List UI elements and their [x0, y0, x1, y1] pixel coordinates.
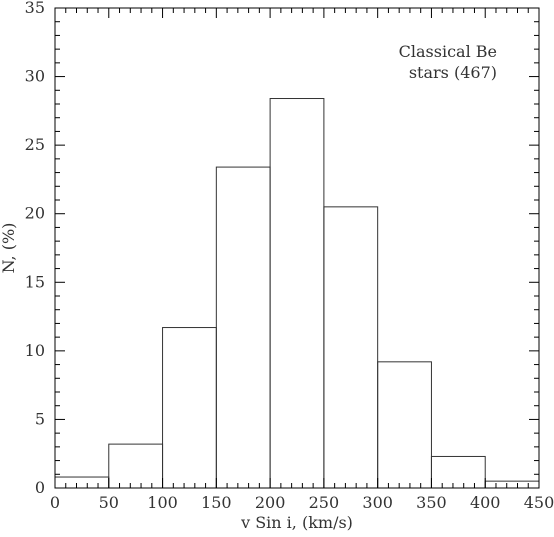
histogram-bar — [484, 480, 540, 489]
bars-group — [54, 98, 540, 489]
x-tick-label: 300 — [362, 493, 393, 512]
annotation-line-1: Classical Be — [399, 42, 497, 61]
y-tick-label: 5 — [35, 409, 45, 428]
x-axis-title: v Sin i, (km/s) — [240, 513, 353, 532]
x-tick-label: 250 — [309, 493, 340, 512]
histogram-bar — [430, 455, 486, 489]
y-tick-label: 30 — [25, 67, 45, 86]
histogram-bar — [377, 361, 432, 489]
tick-labels-group: 0 50 100 150 200 250 300 350 400 450 0 5 10 15 20 25 30 3… — [25, 0, 554, 512]
histogram-bar — [162, 327, 217, 489]
y-tick-label: 10 — [25, 341, 45, 360]
y-tick-label: 35 — [25, 0, 45, 17]
x-tick-label: 400 — [470, 493, 501, 512]
histogram-bar — [215, 166, 271, 489]
x-tick-label: 50 — [99, 493, 119, 512]
histogram-bar — [269, 98, 325, 489]
x-tick-label: 350 — [416, 493, 447, 512]
plot-frame — [54, 7, 540, 489]
ticks-group — [54, 7, 540, 489]
x-tick-label: 450 — [524, 493, 554, 512]
x-tick-label: 150 — [201, 493, 232, 512]
x-tick-label: 100 — [147, 493, 178, 512]
histogram-bar — [323, 206, 379, 489]
y-tick-label: 20 — [25, 204, 45, 223]
x-tick-label: 0 — [50, 493, 60, 512]
y-axis-title: N, (%) — [0, 223, 18, 274]
histogram-bar — [54, 476, 110, 489]
histogram-bar — [108, 443, 164, 489]
y-tick-label: 0 — [35, 478, 45, 497]
x-tick-label: 200 — [255, 493, 286, 512]
y-tick-label: 15 — [25, 272, 45, 291]
annotation-line-2: stars (467) — [409, 63, 497, 82]
y-tick-label: 25 — [25, 135, 45, 154]
